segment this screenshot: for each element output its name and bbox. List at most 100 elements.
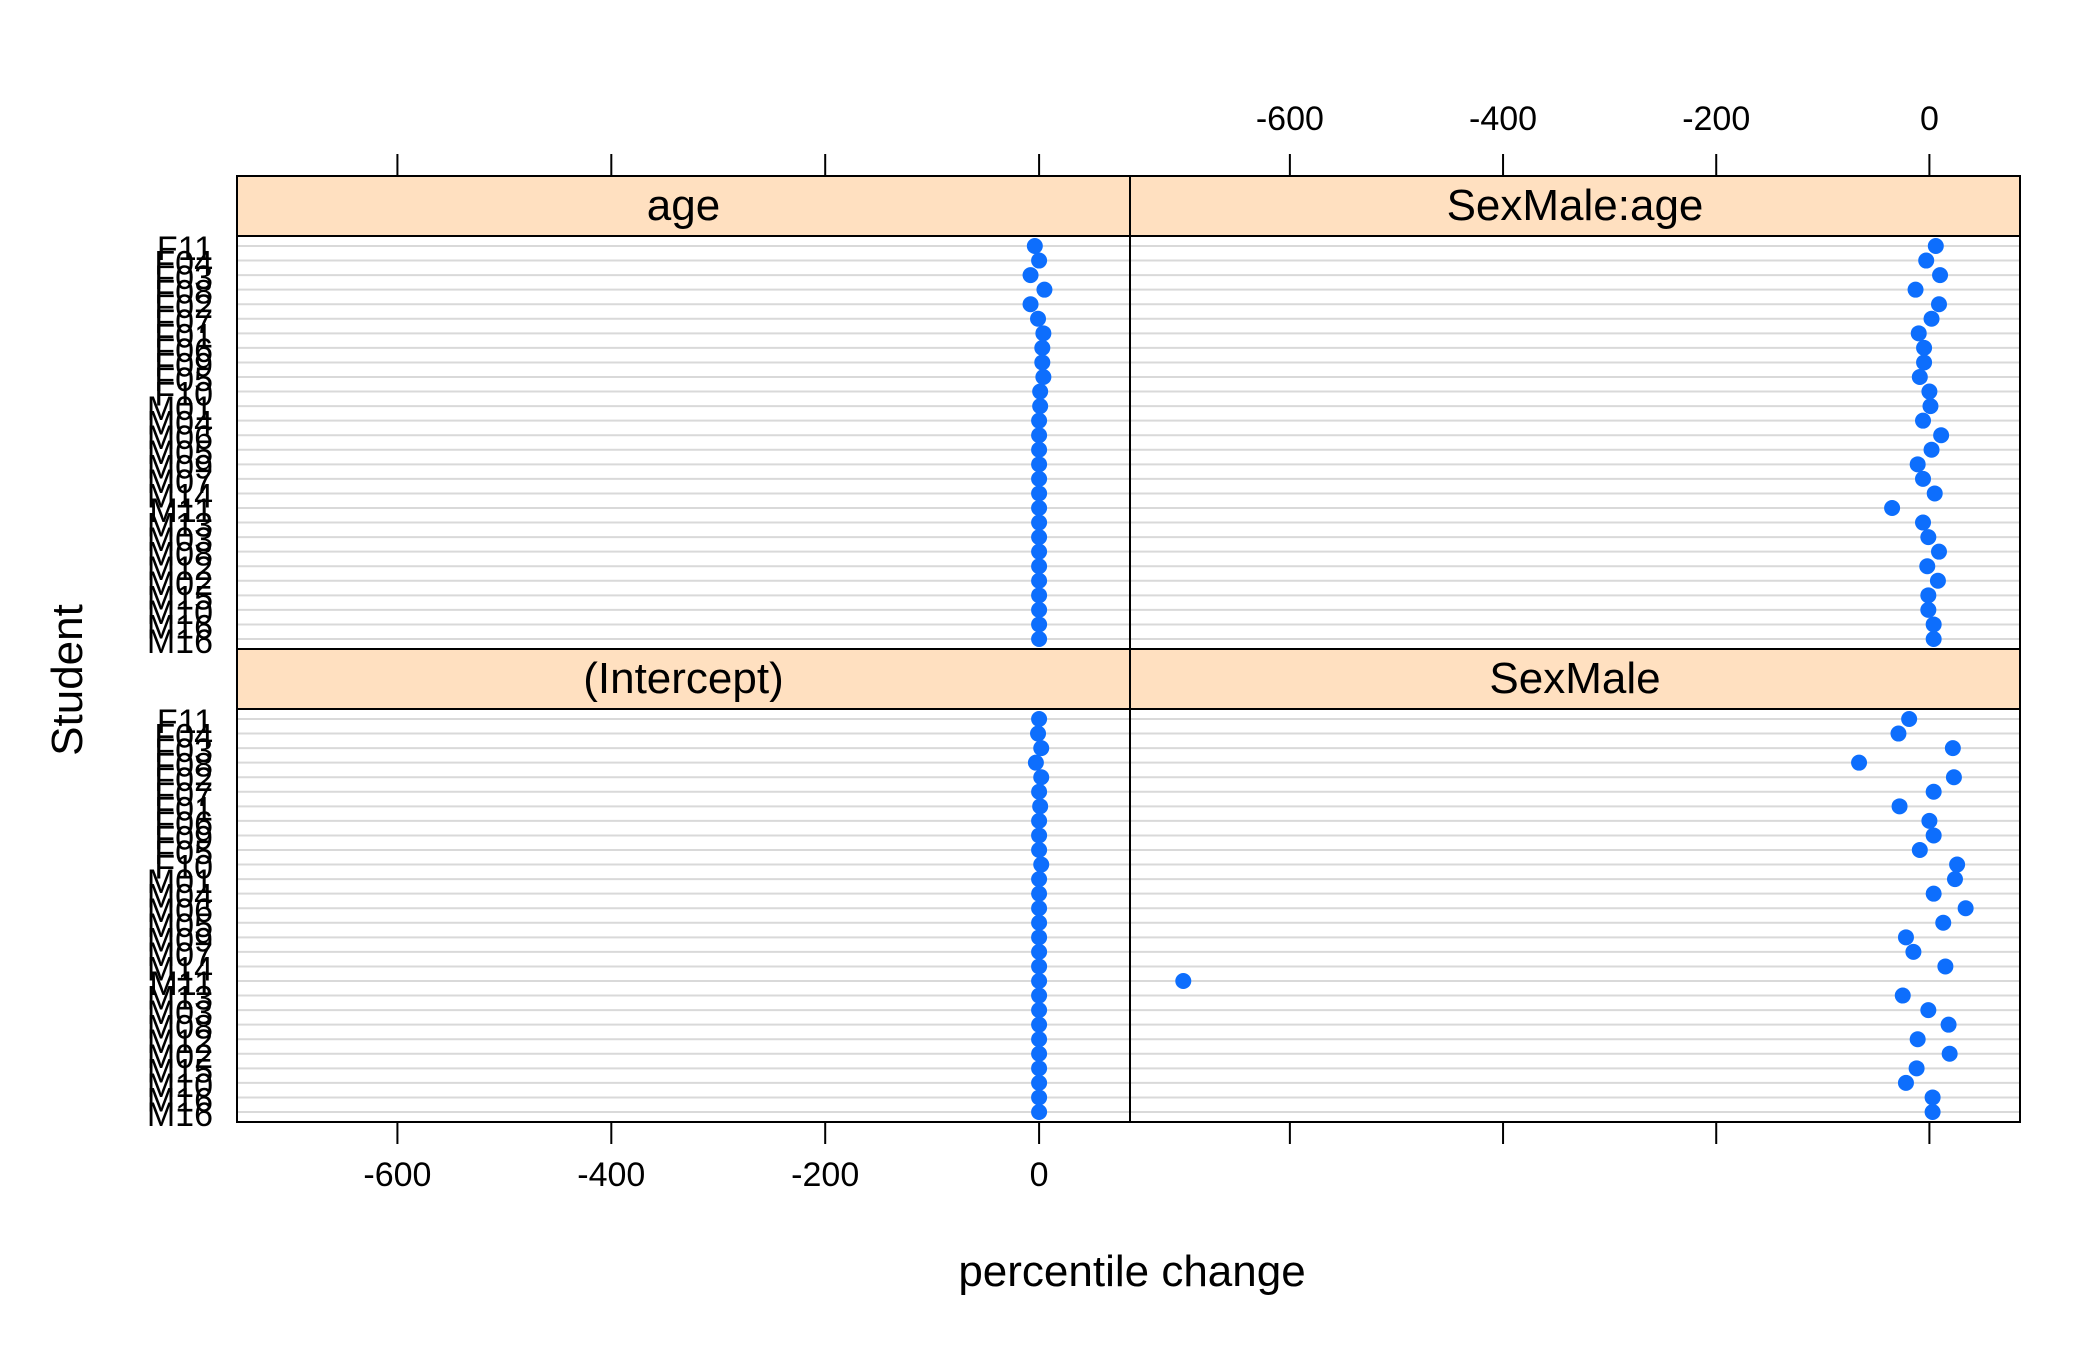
data-point [1935,915,1951,931]
data-point [1031,915,1047,931]
data-point [1031,842,1047,858]
data-point [1918,253,1934,269]
data-point [1023,296,1039,312]
data-point [1933,427,1949,443]
data-point [1898,929,1914,945]
data-point [1905,944,1921,960]
data-point [1916,340,1932,356]
data-point [1034,340,1050,356]
data-point [1927,485,1943,501]
data-point [1031,784,1047,800]
data-point [1032,798,1048,814]
data-point [1926,784,1942,800]
data-point [1033,740,1049,756]
data-point [1920,587,1936,603]
panel-strip-label: age [647,181,720,230]
data-point [1031,515,1047,531]
data-point [1920,1002,1936,1018]
data-point [1915,413,1931,429]
panel-strip-label: (Intercept) [583,654,784,703]
x-tick-label: -200 [1682,100,1750,138]
panel-strip-label: SexMale:age [1447,181,1704,230]
panel-background [1130,709,2020,1122]
data-point [1032,398,1048,414]
data-point [1030,311,1046,327]
data-point [1031,944,1047,960]
data-point [1884,500,1900,516]
panel: SexMale:age [1130,176,2020,649]
x-tick-label: 0 [1030,1156,1049,1194]
data-point [1911,325,1927,341]
panel-background [237,709,1130,1122]
data-point [1031,827,1047,843]
panel: SexMale [1130,649,2020,1122]
data-point [1958,900,1974,916]
data-point [1032,384,1048,400]
data-point [1033,769,1049,785]
data-point [1892,798,1908,814]
data-point [1031,631,1047,647]
data-point [1930,573,1946,589]
data-point [1031,886,1047,902]
panel: age [237,176,1130,649]
panel-background [1130,236,2020,649]
data-point [1031,1075,1047,1091]
data-point [1030,726,1046,742]
data-point [1915,471,1931,487]
data-point [1909,1060,1925,1076]
data-point [1031,958,1047,974]
data-point [1942,1046,1958,1062]
data-point [1915,515,1931,531]
data-point [1034,354,1050,370]
data-point [1890,726,1906,742]
data-point [1924,442,1940,458]
data-point [1035,369,1051,385]
data-point [1937,958,1953,974]
data-point [1926,631,1942,647]
data-point [1912,842,1928,858]
data-point [1931,296,1947,312]
data-point [1031,500,1047,516]
data-point [1910,1031,1926,1047]
data-point [1901,711,1917,727]
data-point [1175,973,1191,989]
data-point [1031,544,1047,560]
data-point [1912,369,1928,385]
x-axis-title: percentile change [958,1247,1305,1296]
panel-strip-label: SexMale [1489,654,1660,703]
data-point [1919,558,1935,574]
data-point [1031,1104,1047,1120]
data-point [1031,253,1047,269]
data-point [1941,1017,1957,1033]
data-point [1922,398,1938,414]
data-point [1924,311,1940,327]
x-tick-label: -600 [1256,100,1324,138]
panels-layer: age SexMale:age (Intercept) SexMale [237,176,2020,1122]
data-point [1031,973,1047,989]
data-point [1031,1089,1047,1105]
y-tick-label: M16 [147,1096,213,1134]
data-point [1033,857,1049,873]
panel-background [237,236,1130,649]
data-point [1946,769,1962,785]
data-point [1031,1031,1047,1047]
data-point [1031,1002,1047,1018]
data-point [1036,282,1052,298]
data-point [1920,529,1936,545]
data-point [1031,711,1047,727]
data-point [1035,325,1051,341]
data-point [1031,602,1047,618]
data-point [1031,929,1047,945]
data-point [1031,442,1047,458]
data-point [1895,988,1911,1004]
data-point [1028,755,1044,771]
data-point [1916,354,1932,370]
data-point [1031,573,1047,589]
data-point [1898,1075,1914,1091]
data-point [1027,238,1043,254]
data-point [1949,857,1965,873]
data-point [1925,1089,1941,1105]
data-point [1031,871,1047,887]
data-point [1031,413,1047,429]
